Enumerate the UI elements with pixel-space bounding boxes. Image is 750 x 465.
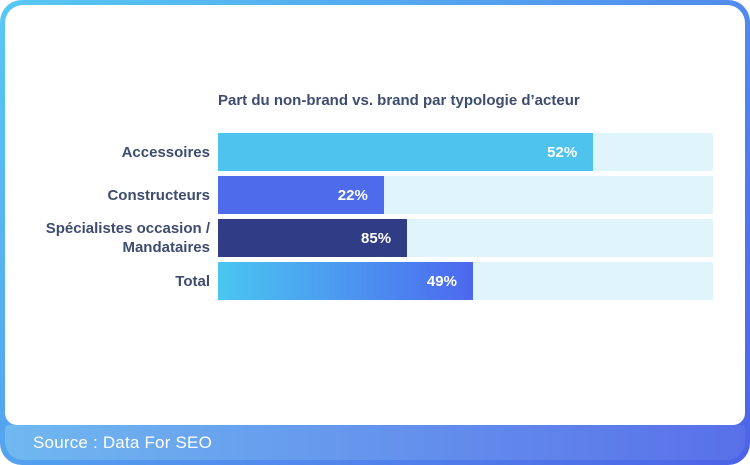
bar-chart: Accessoires 52% Constructeurs 22% Spécia… xyxy=(5,133,745,300)
bar-fill: 22% xyxy=(218,176,384,214)
chart-card: Part du non-brand vs. brand par typologi… xyxy=(5,5,745,425)
bar-value-label: 22% xyxy=(337,186,368,204)
source-footer: Source : Data For SEO xyxy=(5,425,745,460)
bar-track: 85% xyxy=(218,219,713,257)
bar-fill: 49% xyxy=(218,262,473,300)
chart-row: Spécialistes occasion / Mandataires 85% xyxy=(35,219,713,257)
category-label: Spécialistes occasion / Mandataires xyxy=(45,220,210,256)
category-label: Total xyxy=(175,272,210,290)
chart-row: Constructeurs 22% xyxy=(35,176,713,214)
bar-value-label: 52% xyxy=(547,143,578,161)
bar-track: 52% xyxy=(218,133,713,171)
bar-value-label: 49% xyxy=(426,272,457,290)
chart-rows: Accessoires 52% Constructeurs 22% Spécia… xyxy=(35,133,713,300)
chart-title: Part du non-brand vs. brand par typologi… xyxy=(218,92,580,109)
bar-fill: 85% xyxy=(218,219,408,257)
bar-track: 22% xyxy=(218,176,713,214)
category-label: Constructeurs xyxy=(107,186,210,204)
bar-track: 49% xyxy=(218,262,713,300)
chart-row: Total 49% xyxy=(35,262,713,300)
chart-row: Accessoires 52% xyxy=(35,133,713,171)
bar-value-label: 85% xyxy=(361,229,392,247)
bar-fill: 52% xyxy=(218,133,594,171)
category-label: Accessoires xyxy=(121,143,210,161)
source-label: Source : Data For SEO xyxy=(33,432,212,452)
